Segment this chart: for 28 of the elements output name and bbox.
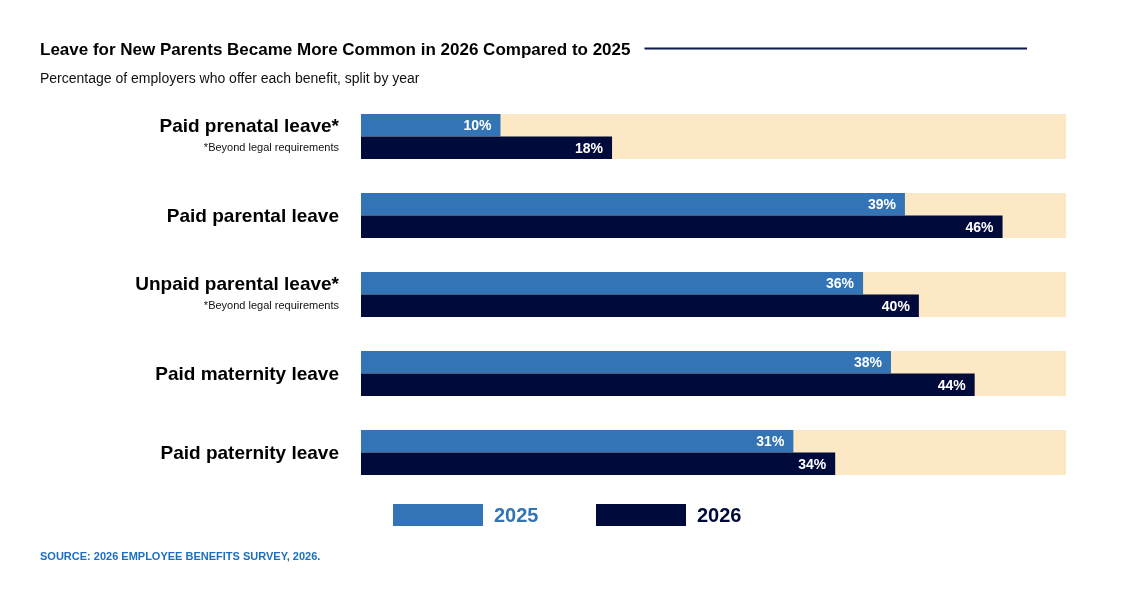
- y-tick-label: Paid parental leave: [166, 205, 339, 227]
- bar: [361, 452, 836, 475]
- text: *Beyond legal requirements: [203, 141, 340, 154]
- bar: [361, 272, 864, 295]
- bar: [361, 136, 613, 159]
- data-label: 34%: [798, 455, 827, 472]
- text: Percentage of employers who offer each benefit, split by year: [40, 70, 420, 86]
- data-label: 44%: [937, 376, 967, 393]
- data-label: 31%: [756, 433, 785, 450]
- data-label: 46%: [965, 218, 995, 235]
- data-label: 10%: [463, 117, 493, 134]
- data-label: 40%: [881, 297, 911, 314]
- y-tick-label: Paid maternity leave: [155, 363, 339, 385]
- data-label: 38%: [853, 354, 883, 371]
- legend-label: 2026: [697, 504, 742, 527]
- bar: [361, 430, 794, 453]
- y-tick-label: Unpaid parental leave*: [135, 273, 340, 295]
- data-label: 39%: [867, 196, 897, 213]
- data-label: 36%: [826, 275, 855, 292]
- y-tick-label: Paid paternity leave: [160, 442, 339, 464]
- y-tick-label: Paid prenatal leave*: [159, 115, 340, 137]
- chart-title: Leave for New Parents Became More Common in 2026 Compared to 2025: [40, 40, 631, 59]
- legend-label: 2025: [494, 504, 539, 527]
- source-note: SOURCE: 2026 EMPLOYEE BENEFITS SURVEY, 2026.: [40, 550, 321, 562]
- bar: [361, 114, 501, 137]
- text: *Beyond legal requirements: [203, 299, 340, 312]
- data-label: 18%: [575, 139, 604, 156]
- bar: [361, 351, 891, 374]
